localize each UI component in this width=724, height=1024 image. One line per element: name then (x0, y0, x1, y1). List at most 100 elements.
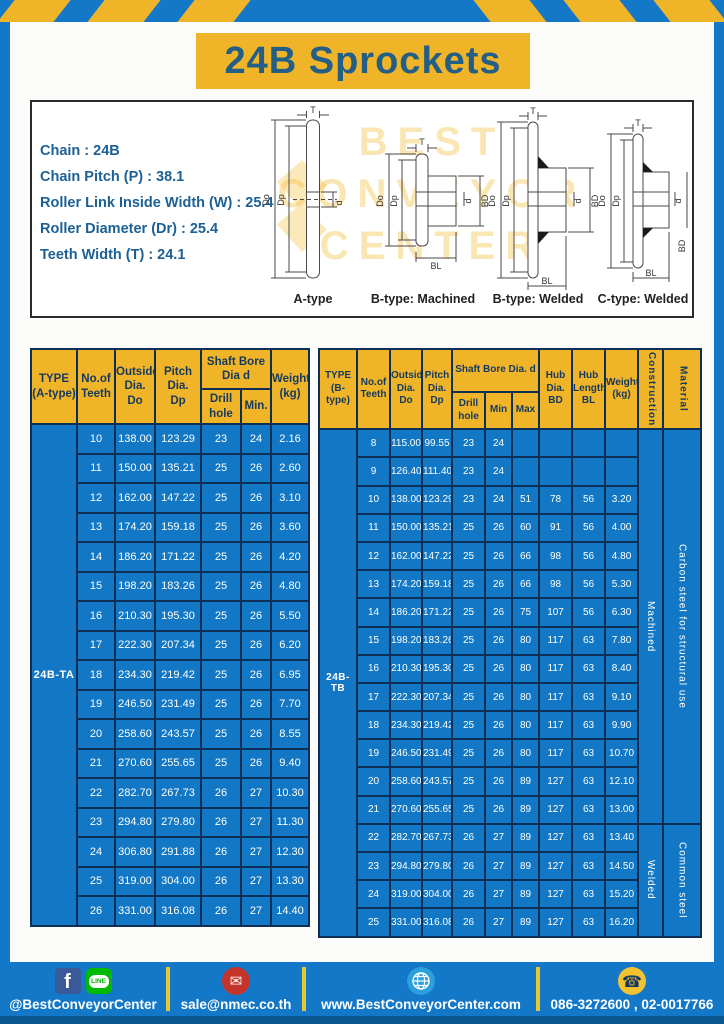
table-row: 14 186.20 171.22 25 26 75 107 56 6.30 (319, 597, 701, 628)
table-cell: 89 (510, 822, 541, 854)
table-cell: 127 (538, 822, 574, 854)
table-cell: 147.22 (154, 482, 202, 514)
table-cell: 63 (571, 710, 607, 741)
globe-icon[interactable] (407, 967, 435, 995)
line-icon[interactable]: LINE (85, 968, 112, 994)
table-cell: 9 (356, 456, 391, 487)
table-cell: 234.30 (114, 659, 156, 691)
table-cell: 195.30 (421, 653, 453, 684)
table-row: 24B-TA 10 138.00 123.29 23 24 2.16 (30, 423, 310, 927)
col-header-drill-hole: Drill hole (451, 390, 486, 431)
sprocket-diagrams: T d Do Dp A-type T d BD BL Do Dp B-type:… (261, 106, 688, 306)
table-cell: 15.20 (604, 879, 640, 910)
table-cell: 4.80 (604, 540, 640, 572)
table-cell: 126.40 (389, 456, 423, 487)
table-cell: 117 (538, 710, 574, 741)
table-cell: 24 (356, 879, 391, 910)
table-cell: 12.30 (270, 836, 310, 868)
table-cell: 21 (356, 794, 391, 825)
table-cell: 26 (240, 747, 272, 779)
sprocket-table-a: TYPE (A-type) No.of Teeth Outside Dia. D… (30, 348, 310, 927)
table-cell: 23 (451, 456, 486, 487)
col-header-pitch-dia: Pitch Dia. Dp (154, 348, 202, 425)
table-cell: 80 (510, 738, 541, 769)
table-cell: 63 (571, 907, 607, 938)
table-cell: 25 (451, 512, 486, 543)
table-cell: 186.20 (114, 541, 156, 573)
diagram-a-type: T d Do Dp A-type (261, 106, 344, 306)
col-header-shaft-bore: Shaft Bore Dia d (200, 348, 272, 390)
table-row: 17 222.30 207.34 25 26 6.20 (31, 629, 310, 661)
table-cell: 255.65 (154, 747, 202, 779)
table-cell: 5.50 (270, 600, 310, 632)
table-cell: 26 (240, 718, 272, 750)
table-cell: 331.00 (114, 895, 156, 927)
table-cell: 243.57 (154, 718, 202, 750)
table-cell: 162.00 (389, 540, 423, 572)
col-header-drill-hole: Drill hole (200, 388, 242, 425)
table-cell: 89 (510, 794, 541, 825)
table-cell: 26 (484, 794, 513, 825)
table-cell: 25 (200, 718, 242, 750)
col-header-teeth: No.of Teeth (356, 347, 391, 431)
col-header-shaft-bore: Shaft Bore Dia. d (450, 348, 541, 393)
table-cell: 26 (484, 540, 513, 572)
dim-label-bd: BD (590, 194, 600, 207)
phone-icon[interactable]: ☎ (618, 967, 646, 995)
table-cell (538, 428, 574, 459)
table-cell: 22 (76, 777, 116, 809)
table-cell: 2.16 (270, 423, 310, 455)
table-cell: 4.00 (604, 512, 640, 543)
table-cell: 255.65 (421, 794, 453, 825)
table-cell: 210.30 (389, 653, 423, 684)
table-cell: 56 (571, 512, 607, 543)
table-cell: 26 (200, 777, 242, 809)
table-cell: 2.60 (270, 452, 310, 484)
table-cell: 26 (484, 512, 513, 543)
table-cell: 107 (538, 597, 574, 628)
table-cell: 26 (451, 822, 486, 854)
table-cell: 63 (571, 794, 607, 825)
table-row: 16 210.30 195.30 25 26 5.50 (31, 600, 310, 632)
table-cell: 25 (451, 738, 486, 769)
table-row: 19 246.50 231.49 25 26 80 117 63 10.70 (319, 738, 701, 769)
table-cell: 13 (76, 511, 116, 543)
col-header-max: Max (510, 390, 541, 431)
table-cell: 51 (510, 484, 541, 515)
spec-diagram-box: BEST CONVEYOR CENTER Chain : 24B Chain P… (30, 100, 694, 318)
table-cell: 111.40 (421, 456, 453, 487)
construction-value: Welded (637, 822, 665, 938)
table-cell: 56 (571, 569, 607, 600)
table-cell: 127 (538, 907, 574, 938)
table-cell: 6.20 (270, 629, 310, 661)
table-cell: 304.00 (421, 879, 453, 910)
col-header-weight: Weight (kg) (604, 347, 640, 431)
table-cell: 10.30 (270, 777, 310, 809)
table-cell: 99.55 (421, 428, 453, 459)
dim-label-do: Do (261, 194, 271, 206)
table-cell: 5.30 (604, 569, 640, 600)
table-row: 11 150.00 135.21 25 26 60 91 56 4.00 (319, 512, 701, 543)
table-cell: 150.00 (114, 452, 156, 484)
footer-divider (302, 967, 306, 1011)
dim-label-t: T (530, 106, 536, 116)
table-row: 26 331.00 316.08 26 27 14.40 (31, 895, 310, 927)
dim-label-d: d (573, 198, 583, 203)
table-cell: 3.10 (270, 482, 310, 514)
table-cell: 26 (484, 738, 513, 769)
table-cell: 25 (451, 625, 486, 656)
table-cell: 25 (356, 907, 391, 938)
table-cell: 15 (356, 625, 391, 656)
table-cell: 267.73 (421, 822, 453, 854)
table-cell: 25 (200, 570, 242, 602)
table-cell: 331.00 (389, 907, 423, 938)
table-cell: 26 (240, 482, 272, 514)
table-cell: 306.80 (114, 836, 156, 868)
table-cell: 162.00 (114, 482, 156, 514)
table-cell: 138.00 (389, 484, 423, 515)
table-cell: 25 (451, 597, 486, 628)
email-icon[interactable]: ✉ (222, 967, 250, 995)
table-cell (510, 456, 541, 487)
facebook-icon[interactable]: f (54, 968, 81, 994)
table-cell (571, 456, 607, 487)
